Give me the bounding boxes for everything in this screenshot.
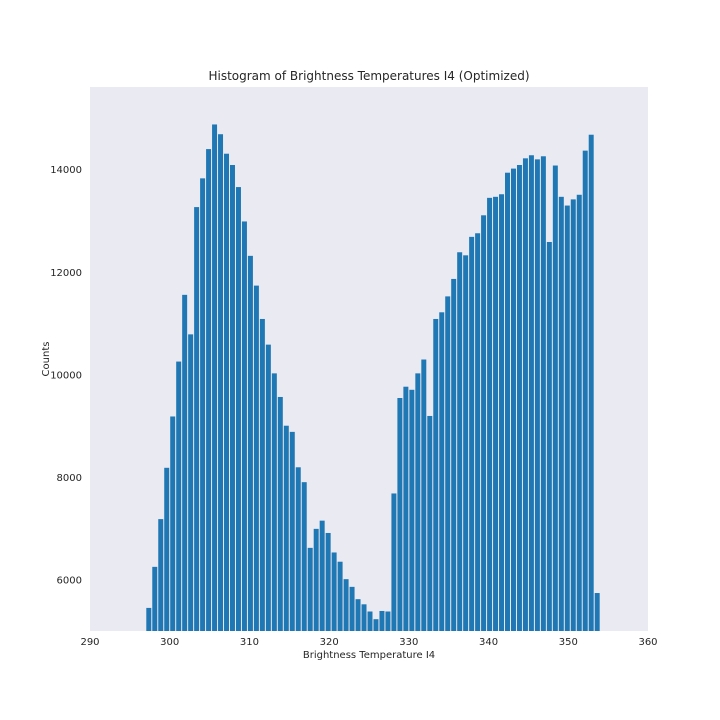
- histogram-bar: [247, 255, 253, 631]
- histogram-bar: [510, 168, 516, 631]
- x-axis-ticks: 290 300 310 320 330 340 350 360: [80, 637, 657, 648]
- histogram-bar: [337, 561, 343, 631]
- histogram-bar: [164, 467, 170, 631]
- y-tick-label: 6000: [57, 576, 82, 587]
- histogram-bar: [522, 158, 528, 631]
- histogram-bar: [397, 398, 403, 631]
- histogram-bar: [427, 415, 433, 631]
- histogram-bar: [487, 197, 493, 631]
- y-tick-label: 8000: [57, 473, 82, 484]
- histogram-bar: [259, 318, 265, 631]
- histogram-bar: [170, 416, 176, 631]
- x-tick-label: 320: [320, 637, 339, 648]
- histogram-bar: [379, 610, 385, 631]
- histogram-bar: [194, 207, 200, 631]
- histogram-bar: [564, 205, 570, 631]
- histogram-bar: [546, 241, 552, 631]
- histogram-bar: [594, 593, 600, 631]
- histogram-bar: [475, 233, 481, 631]
- histogram-bar: [415, 373, 421, 631]
- histogram-bar: [516, 165, 522, 631]
- histogram-bar: [576, 194, 582, 631]
- histogram-bar: [325, 532, 331, 631]
- histogram-bar: [367, 611, 373, 631]
- histogram-bar: [558, 196, 564, 631]
- histogram-bar: [528, 155, 534, 632]
- y-tick-label: 14000: [50, 165, 82, 176]
- histogram-bar: [253, 285, 259, 631]
- x-tick-label: 340: [479, 637, 498, 648]
- histogram-bar: [385, 611, 391, 631]
- histogram-bar: [146, 607, 152, 631]
- histogram-bar: [265, 344, 271, 631]
- histogram-bar: [295, 467, 301, 631]
- y-axis-ticks: 6000 8000 10000 12000 14000: [50, 165, 82, 587]
- histogram-bar: [224, 153, 229, 631]
- chart-title: Histogram of Brightness Temperatures I4 …: [208, 69, 529, 83]
- histogram-bar: [463, 255, 469, 631]
- histogram-bar: [271, 373, 277, 631]
- histogram-bar: [349, 586, 355, 631]
- histogram-bar: [158, 519, 164, 631]
- histogram-bar: [570, 199, 576, 631]
- histogram-bar: [235, 187, 241, 631]
- x-tick-label: 350: [559, 637, 578, 648]
- x-tick-label: 330: [399, 637, 418, 648]
- histogram-bar: [277, 396, 283, 631]
- histogram-bar: [283, 425, 289, 631]
- histogram-bar: [433, 318, 439, 631]
- histogram-bar: [481, 215, 487, 631]
- x-tick-label: 300: [160, 637, 179, 648]
- histogram-bar: [403, 386, 409, 631]
- x-axis-label: Brightness Temperature I4: [303, 650, 435, 661]
- histogram-bar: [534, 159, 540, 632]
- histogram-bar: [289, 431, 295, 631]
- histogram-bar: [218, 134, 224, 631]
- y-tick-label: 12000: [50, 268, 82, 279]
- histogram-bar: [176, 361, 182, 631]
- histogram-bar: [319, 520, 325, 631]
- x-tick-label: 310: [240, 637, 259, 648]
- histogram-bar: [212, 124, 218, 632]
- histogram-bar: [313, 528, 319, 631]
- histogram-bar: [499, 194, 505, 631]
- histogram-bar: [200, 178, 206, 631]
- histogram-bar: [457, 252, 463, 632]
- histogram-bar: [469, 236, 475, 631]
- histogram-bar: [152, 566, 158, 631]
- histogram-bar: [582, 150, 588, 631]
- histogram-bar: [505, 172, 510, 631]
- histogram-bar: [451, 278, 457, 631]
- histogram-bar: [588, 134, 594, 631]
- histogram-bar: [421, 359, 427, 631]
- histogram-bar: [230, 165, 235, 631]
- histogram-bar: [343, 579, 349, 631]
- x-tick-label: 290: [80, 637, 99, 648]
- histogram-bar: [206, 149, 212, 631]
- histogram-bar: [355, 599, 361, 631]
- histogram-bar: [182, 294, 188, 631]
- histogram-bar: [540, 156, 546, 631]
- histogram-bar: [188, 334, 194, 631]
- histogram-bar: [445, 296, 451, 631]
- histogram-bar: [439, 312, 445, 631]
- histogram-bar: [331, 552, 337, 631]
- histogram-bar: [307, 547, 313, 631]
- y-axis-label: Counts: [41, 342, 52, 377]
- histogram-bar: [409, 389, 415, 631]
- y-tick-label: 10000: [50, 370, 82, 381]
- histogram-bar: [493, 196, 499, 631]
- histogram-bar: [552, 165, 558, 631]
- histogram-bar: [373, 619, 379, 631]
- histogram-bar: [241, 221, 247, 631]
- histogram-bar: [391, 493, 397, 631]
- histogram-bar: [301, 482, 307, 631]
- x-tick-label: 360: [638, 637, 657, 648]
- histogram-bar: [361, 604, 367, 631]
- bars-group: [146, 124, 600, 632]
